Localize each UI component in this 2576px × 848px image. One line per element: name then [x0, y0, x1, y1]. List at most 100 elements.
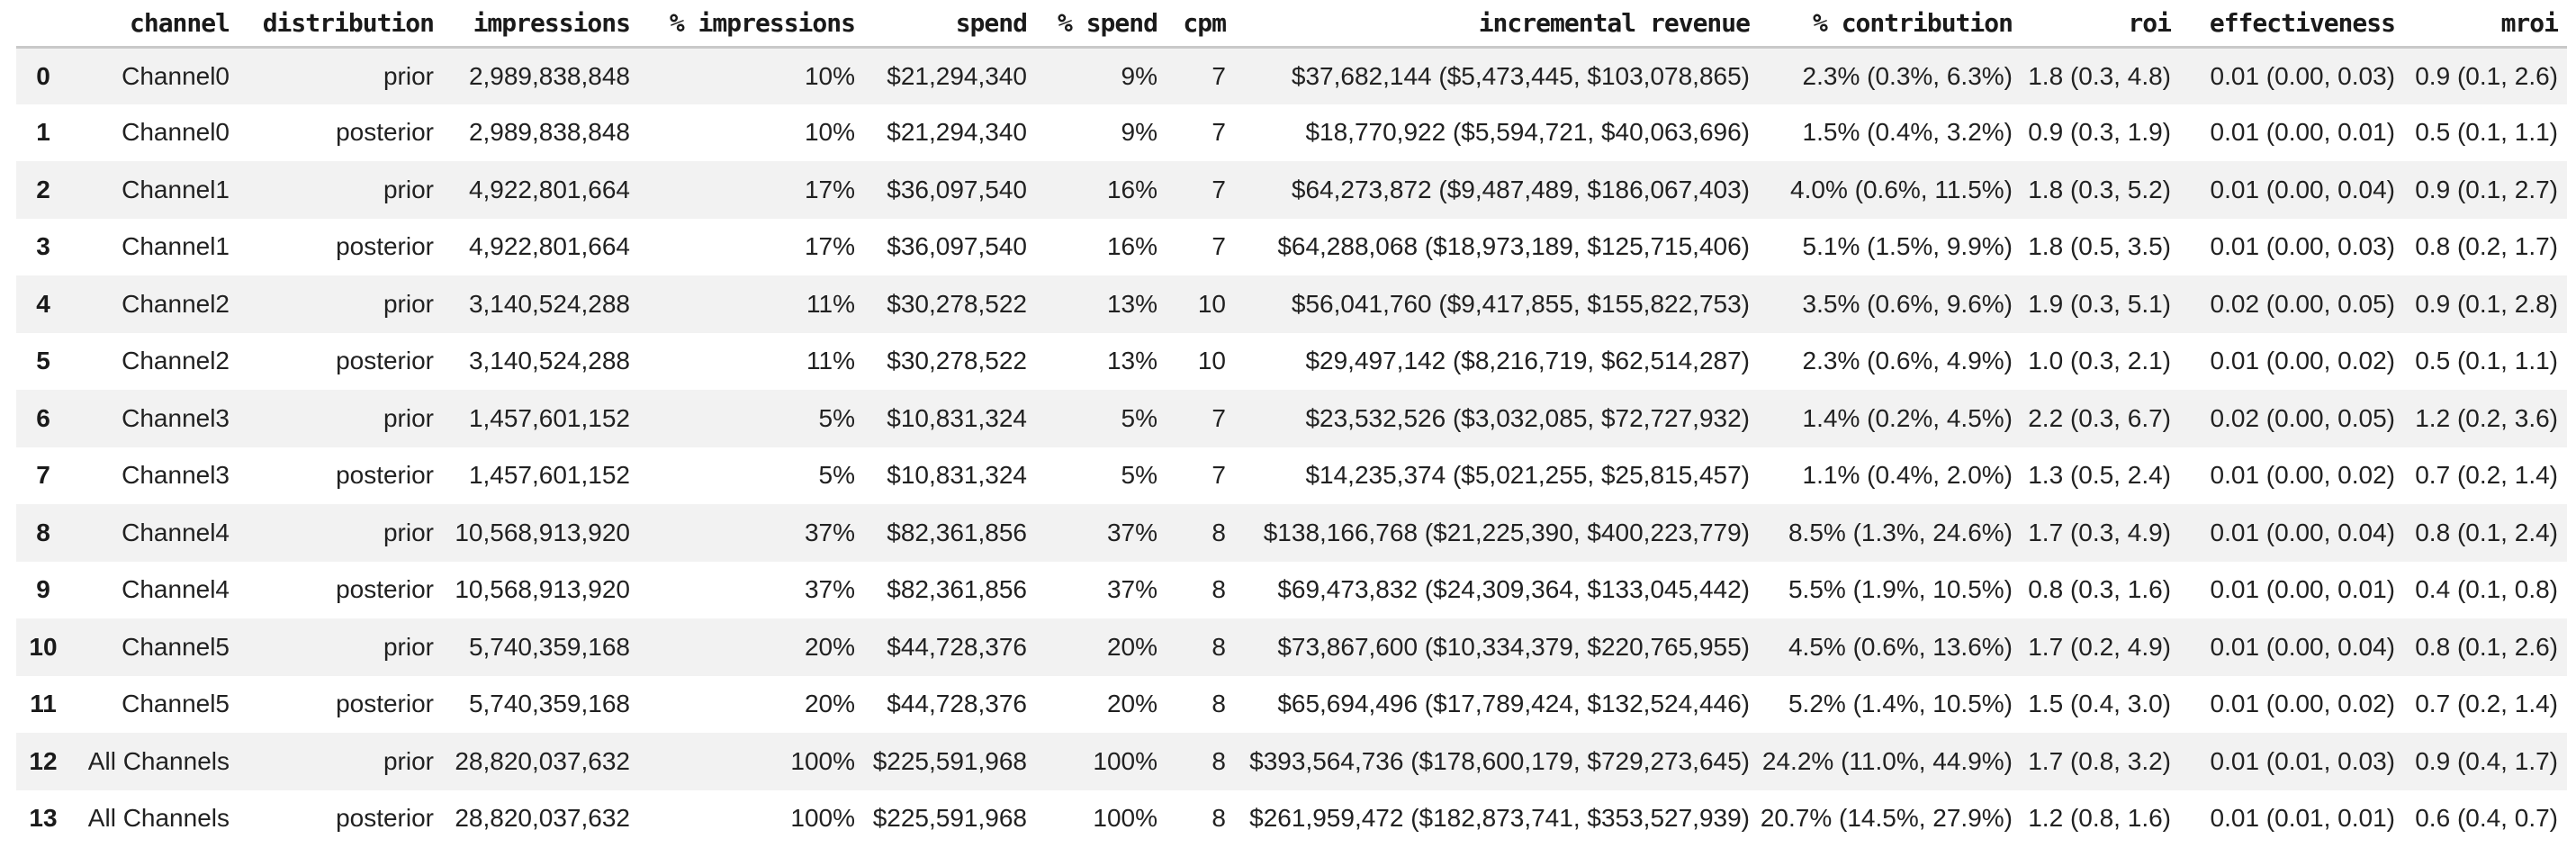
cell-pct-spend: 5%: [1121, 461, 1157, 490]
cell-pct-spend: 9%: [1121, 118, 1157, 147]
cell-distribution: prior: [383, 746, 434, 775]
cell-channel: Channel4: [122, 518, 230, 546]
cell-row-index: 10: [29, 632, 58, 661]
cell-pct-contribution: 4.0% (0.6%, 11.5%): [1790, 175, 2013, 203]
cell-row-index: 13: [29, 804, 58, 833]
cell-roi: 1.7 (0.8, 3.2): [2028, 746, 2171, 775]
cell-pct-spend: 5%: [1121, 403, 1157, 432]
cell-incremental-revenue: $56,041,760 ($9,417,855, $155,822,753): [1291, 289, 1750, 318]
cell-roi: 1.7 (0.2, 4.9): [2028, 632, 2171, 661]
cell-impressions: 5,740,359,168: [468, 690, 630, 718]
cell-incremental-revenue: $14,235,374 ($5,021,255, $25,815,457): [1305, 461, 1750, 490]
cell-channel: Channel0: [122, 118, 230, 147]
cell-pct-impressions: 11%: [806, 347, 855, 375]
cell-impressions: 10,568,913,920: [455, 518, 630, 546]
cell-pct-contribution: 20.7% (14.5%, 27.9%): [1760, 804, 2013, 833]
table-header: channel distribution impressions % impre…: [16, 0, 2567, 49]
cell-distribution: posterior: [336, 118, 434, 147]
table-row: 8 Channel4 prior 10,568,913,920 37% $82,361,8…: [16, 504, 2567, 562]
cell-roi: 2.2 (0.3, 6.7): [2028, 403, 2171, 432]
cell-impressions: 4,922,801,664: [468, 232, 630, 261]
cell-distribution: posterior: [336, 690, 434, 718]
cell-mroi: 0.5 (0.1, 1.1): [2415, 118, 2558, 147]
cell-distribution: prior: [383, 518, 434, 546]
cell-distribution: posterior: [336, 461, 434, 490]
cell-mroi: 0.7 (0.2, 1.4): [2415, 690, 2558, 718]
cell-effectiveness: 0.01 (0.00, 0.02): [2210, 461, 2395, 490]
cell-spend: $225,591,968: [872, 804, 1027, 833]
column-header-incremental-revenue: incremental revenue: [1226, 0, 1751, 49]
cell-impressions: 3,140,524,288: [468, 289, 630, 318]
cell-mroi: 0.8 (0.2, 1.7): [2415, 232, 2558, 261]
cell-pct-contribution: 2.3% (0.3%, 6.3%): [1802, 61, 2013, 90]
cell-cpm: 7: [1211, 461, 1226, 490]
cell-cpm: 7: [1211, 118, 1226, 147]
cell-distribution: posterior: [336, 232, 434, 261]
cell-channel: Channel3: [122, 403, 230, 432]
cell-roi: 1.8 (0.5, 3.5): [2028, 232, 2171, 261]
cell-pct-spend: 100%: [1093, 804, 1157, 833]
column-header-roi: roi: [2013, 0, 2172, 49]
cell-channel: All Channels: [87, 746, 230, 775]
cell-pct-spend: 16%: [1106, 175, 1157, 203]
cell-cpm: 8: [1211, 746, 1226, 775]
cell-mroi: 0.9 (0.1, 2.7): [2415, 175, 2558, 203]
cell-pct-contribution: 8.5% (1.3%, 24.6%): [1788, 518, 2013, 546]
cell-cpm: 8: [1211, 632, 1226, 661]
cell-cpm: 7: [1211, 175, 1226, 203]
cell-row-index: 0: [36, 61, 50, 90]
cell-distribution: prior: [383, 632, 434, 661]
table-row: 0 Channel0 prior 2,989,838,848 10% $21,294,34…: [16, 47, 2567, 104]
cell-spend: $30,278,522: [887, 347, 1027, 375]
media-summary-table: channel distribution impressions % impre…: [16, 0, 2567, 847]
cell-row-index: 3: [36, 232, 50, 261]
cell-mroi: 0.9 (0.4, 1.7): [2415, 746, 2558, 775]
table-row: 10 Channel5 prior 5,740,359,168 20% $44,728,3…: [16, 618, 2567, 676]
cell-effectiveness: 0.01 (0.00, 0.04): [2210, 518, 2395, 546]
cell-impressions: 28,820,037,632: [455, 746, 630, 775]
cell-pct-impressions: 11%: [806, 289, 855, 318]
cell-incremental-revenue: $29,497,142 ($8,216,719, $62,514,287): [1305, 347, 1750, 375]
cell-row-index: 1: [36, 118, 50, 147]
cell-pct-contribution: 1.1% (0.4%, 2.0%): [1802, 461, 2013, 490]
cell-cpm: 10: [1197, 289, 1226, 318]
cell-pct-spend: 20%: [1106, 690, 1157, 718]
cell-impressions: 1,457,601,152: [468, 461, 630, 490]
cell-pct-contribution: 24.2% (11.0%, 44.9%): [1761, 746, 2013, 775]
column-header-pct-spend: % spend: [1027, 0, 1158, 49]
cell-row-index: 5: [36, 347, 50, 375]
cell-incremental-revenue: $69,473,832 ($24,309,364, $133,045,442): [1277, 575, 1750, 604]
cell-cpm: 8: [1211, 518, 1226, 546]
column-header-impressions: impressions: [434, 0, 631, 49]
table-row: 13 All Channels posterior 28,820,037,632 100…: [16, 790, 2567, 848]
cell-distribution: posterior: [336, 347, 434, 375]
cell-impressions: 2,989,838,848: [468, 118, 630, 147]
cell-effectiveness: 0.01 (0.01, 0.03): [2210, 746, 2395, 775]
cell-spend: $82,361,856: [887, 518, 1027, 546]
cell-channel: Channel4: [122, 575, 230, 604]
cell-pct-impressions: 100%: [790, 804, 855, 833]
cell-row-index: 2: [36, 175, 50, 203]
cell-effectiveness: 0.01 (0.00, 0.03): [2210, 61, 2395, 90]
table-row: 5 Channel2 posterior 3,140,524,288 11% $30,27…: [16, 333, 2567, 391]
table-row: 11 Channel5 posterior 5,740,359,168 20% $44,7…: [16, 676, 2567, 734]
cell-mroi: 0.5 (0.1, 1.1): [2415, 347, 2558, 375]
cell-mroi: 0.6 (0.4, 0.7): [2415, 804, 2558, 833]
cell-mroi: 1.2 (0.2, 3.6): [2415, 403, 2558, 432]
cell-incremental-revenue: $261,959,472 ($182,873,741, $353,527,939…: [1249, 804, 1750, 833]
cell-mroi: 0.9 (0.1, 2.8): [2415, 289, 2558, 318]
cell-mroi: 0.9 (0.1, 2.6): [2415, 61, 2558, 90]
cell-spend: $21,294,340: [887, 61, 1027, 90]
cell-incremental-revenue: $18,770,922 ($5,594,721, $40,063,696): [1305, 118, 1750, 147]
table-row: 3 Channel1 posterior 4,922,801,664 17% $36,09…: [16, 219, 2567, 276]
cell-effectiveness: 0.01 (0.00, 0.03): [2210, 232, 2395, 261]
cell-distribution: posterior: [336, 804, 434, 833]
cell-incremental-revenue: $393,564,736 ($178,600,179, $729,273,645…: [1249, 746, 1750, 775]
column-header-cpm: cpm: [1157, 0, 1227, 49]
cell-roi: 1.7 (0.3, 4.9): [2028, 518, 2171, 546]
cell-spend: $36,097,540: [887, 175, 1027, 203]
cell-pct-contribution: 4.5% (0.6%, 13.6%): [1788, 632, 2013, 661]
cell-pct-impressions: 100%: [790, 746, 855, 775]
cell-cpm: 7: [1211, 232, 1226, 261]
cell-impressions: 3,140,524,288: [468, 347, 630, 375]
